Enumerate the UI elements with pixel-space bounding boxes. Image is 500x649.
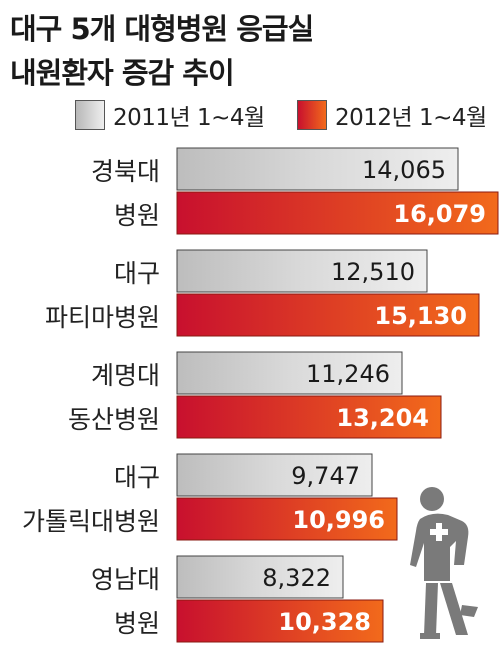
data-label-2012: 13,204	[336, 404, 429, 432]
data-label-2012: 10,996	[292, 506, 385, 534]
data-label-2011: 14,065	[362, 156, 446, 184]
category-label: 대구	[114, 259, 160, 288]
data-label-2012: 16,079	[393, 200, 486, 228]
bar-2011	[176, 453, 373, 497]
category-label: 대구	[114, 463, 160, 492]
data-label-2011: 8,322	[262, 564, 331, 592]
category-label: 계명대	[91, 361, 160, 390]
bar-2011	[176, 147, 459, 191]
category-label: 영남대	[91, 565, 160, 594]
category-label: 가톨릭대병원	[22, 507, 160, 536]
category-label: 병원	[114, 609, 160, 638]
bar-2012	[176, 191, 499, 235]
legend-swatch-2012	[297, 100, 327, 130]
data-label-2011: 12,510	[331, 258, 415, 286]
bar-2012	[176, 293, 480, 337]
bar-2011	[176, 249, 428, 293]
category-label: 파티마병원	[45, 303, 160, 332]
legend-swatch-2011	[75, 100, 105, 130]
chart-title-line2: 내원환자 증감 추이	[10, 56, 235, 90]
bar-2012	[176, 599, 384, 643]
injured-person-icon	[410, 487, 478, 639]
data-label-2012: 15,130	[374, 302, 467, 330]
legend-item-2012: 2012년 1~4월	[297, 100, 487, 131]
legend-label-2011: 2011년 1~4월	[113, 105, 265, 131]
legend-label-2012: 2012년 1~4월	[335, 105, 487, 131]
legend-item-2011: 2011년 1~4월	[75, 100, 265, 131]
category-label: 동산병원	[68, 405, 160, 434]
bar-2012	[176, 395, 442, 439]
chart-title-line1: 대구 5개 대형병원 응급실	[10, 12, 314, 46]
data-label-2012: 10,328	[278, 608, 371, 636]
category-label: 병원	[114, 201, 160, 230]
bar-2012	[176, 497, 398, 541]
data-label-2011: 11,246	[306, 360, 390, 388]
data-label-2011: 9,747	[291, 462, 360, 490]
category-label: 경북대	[91, 157, 160, 186]
bar-2011	[176, 351, 403, 395]
bar-2011	[176, 555, 344, 599]
